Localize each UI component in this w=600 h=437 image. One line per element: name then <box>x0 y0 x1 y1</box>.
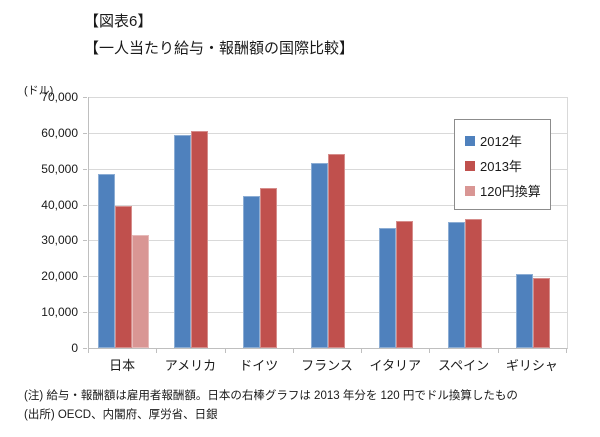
legend-entry-label: 120円換算 <box>480 184 541 199</box>
bar-アメリカ-2012年 <box>174 135 192 348</box>
footnote-source-note: (注) 給与・報酬額は雇用者報酬額。日本の右棒グラフは 2013 年分を 120… <box>24 390 518 402</box>
bar-ギリシャ-2013年 <box>532 278 550 348</box>
x-axis-tick-mark <box>156 349 157 353</box>
y-axis-tick-label: 20,000 <box>41 269 78 283</box>
y-axis-tick-mark <box>83 133 87 134</box>
x-axis-tick-mark <box>361 349 362 353</box>
bar-アメリカ-2013年 <box>191 131 209 348</box>
x-axis-category-label: 日本 <box>109 358 136 373</box>
y-axis-unit-label: (ドル) <box>24 85 54 97</box>
x-axis-category-label: フランス <box>301 358 353 373</box>
x-axis-tick-mark <box>566 349 567 353</box>
y-gridline <box>89 133 567 134</box>
y-axis-tick-label: 0 <box>71 341 78 355</box>
bar-イタリア-2013年 <box>396 221 414 348</box>
legend-color-swatch <box>465 185 475 196</box>
figure-number-title: 【図表6】 <box>84 13 153 30</box>
bar-ギリシャ-2012年 <box>515 274 533 348</box>
y-axis-tick-mark <box>83 276 87 277</box>
x-axis-tick-mark <box>429 349 430 353</box>
x-axis-tick-mark <box>225 349 226 353</box>
bar-日本-120円換算 <box>131 235 149 348</box>
chart-main-title: 【一人当たり給与・報酬額の国際比較】 <box>84 40 355 57</box>
y-axis-tick-label: 50,000 <box>41 162 78 176</box>
legend: 2012年 2013年 120円換算 <box>454 119 551 210</box>
bar-スペイン-2013年 <box>464 219 482 348</box>
x-axis-category-label: スペイン <box>438 358 490 373</box>
y-axis-tick-label: 30,000 <box>41 233 78 247</box>
x-axis-category-label: ドイツ <box>239 358 279 373</box>
bar-日本-2012年 <box>97 174 115 348</box>
legend-entry: 2013年 <box>465 153 550 178</box>
footnotes: (注) 給与・報酬額は雇用者報酬額。日本の右棒グラフは 2013 年分を 120… <box>24 387 590 425</box>
y-axis-tick-mark <box>83 97 87 98</box>
bar-日本-2013年 <box>114 206 132 348</box>
bar-フランス-2012年 <box>311 163 328 348</box>
legend-entry: 2012年 <box>465 128 550 153</box>
bar-スペイン-2012年 <box>447 222 465 348</box>
x-axis-category-label: アメリカ <box>164 358 217 373</box>
bar-ドイツ-2012年 <box>242 196 260 348</box>
x-axis-category-label: イタリア <box>369 358 422 373</box>
y-axis-tick-mark <box>83 312 87 313</box>
legend-entry-label: 2012年 <box>480 134 522 149</box>
chart-title-block: 【図表6】 【一人当たり給与・報酬額の国際比較】 <box>84 8 354 62</box>
bar-ドイツ-2013年 <box>259 188 277 348</box>
bar-イタリア-2012年 <box>379 228 397 348</box>
legend-entry: 120円換算 <box>465 178 550 203</box>
y-axis-tick-mark <box>83 348 87 349</box>
x-axis-tick-mark <box>88 349 89 353</box>
y-axis-tick-label: 40,000 <box>41 198 78 212</box>
y-axis-tick-label: 70,000 <box>41 90 78 104</box>
y-axis-tick-mark <box>83 205 87 206</box>
plot-area <box>88 97 568 349</box>
y-axis-tick-label: 10,000 <box>41 305 78 319</box>
bar-フランス-2013年 <box>328 154 345 348</box>
x-axis-tick-mark <box>498 349 499 353</box>
y-axis-tick-mark <box>83 240 87 241</box>
legend-entry-label: 2013年 <box>480 159 522 174</box>
legend-color-swatch <box>465 160 475 171</box>
y-axis-tick-mark <box>83 169 87 170</box>
footnote-source-list: (出所) OECD、内閣府、厚労省、日銀 <box>24 409 218 421</box>
y-gridline <box>89 97 567 98</box>
legend-color-swatch <box>465 135 475 146</box>
x-axis-tick-mark <box>293 349 294 353</box>
x-axis-category-label: ギリシャ <box>505 358 558 373</box>
y-axis-tick-label: 60,000 <box>41 126 78 140</box>
